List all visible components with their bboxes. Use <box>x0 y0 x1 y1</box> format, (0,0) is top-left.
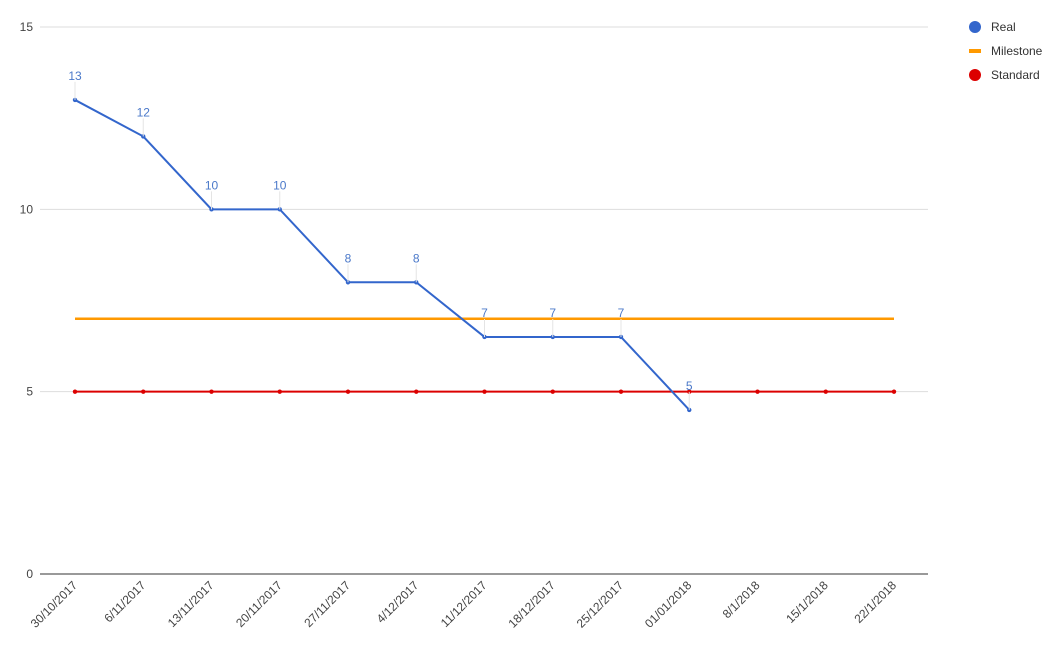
x-tick-label: 8/1/2018 <box>720 578 763 621</box>
data-point-standard <box>550 389 555 394</box>
data-label: 7 <box>618 306 625 320</box>
legend-label-real: Real <box>991 20 1016 34</box>
legend: Real Milestone Standard <box>969 20 1043 82</box>
data-label: 10 <box>273 178 287 192</box>
x-tick-label: 13/11/2017 <box>165 578 217 630</box>
data-label: 7 <box>549 306 556 320</box>
x-tick-label: 27/11/2017 <box>301 578 353 630</box>
legend-label-milestone: Milestone <box>991 44 1043 58</box>
data-point-standard <box>482 389 487 394</box>
data-point-standard <box>345 389 351 394</box>
data-point-standard <box>209 389 214 394</box>
data-point-standard <box>414 389 419 394</box>
y-tick-label: 15 <box>20 20 34 34</box>
legend-swatch-standard <box>969 69 981 81</box>
x-tick-label: 4/12/2017 <box>374 578 422 626</box>
y-tick-label: 0 <box>26 567 33 581</box>
data-label: 13 <box>68 69 82 83</box>
x-tick-label: 6/11/2017 <box>101 578 148 625</box>
x-tick-label: 18/12/2017 <box>506 578 559 631</box>
x-tick-label: 22/1/2018 <box>851 578 899 626</box>
legend-swatch-real <box>969 21 981 33</box>
x-tick-label: 15/1/2018 <box>783 578 831 626</box>
data-label: 12 <box>137 105 151 119</box>
data-point-standard <box>687 389 692 394</box>
data-label: 8 <box>413 251 420 265</box>
data-label: 5 <box>686 379 693 393</box>
data-point-standard <box>141 389 146 394</box>
y-tick-label: 10 <box>20 202 34 216</box>
data-label: 8 <box>345 251 352 265</box>
data-labels: 13 12 10 10 8 8 7 7 7 5 <box>68 69 693 410</box>
x-tick-label: 30/10/2017 <box>28 578 81 631</box>
x-tick-label: 25/12/2017 <box>574 578 627 631</box>
data-point-standard <box>755 389 760 394</box>
data-point-standard <box>618 389 624 394</box>
y-tick-label: 5 <box>26 385 33 399</box>
x-tick-label: 11/12/2017 <box>438 578 490 630</box>
series-line-real <box>74 99 690 411</box>
y-axis-ticks: 0 5 10 15 <box>20 20 34 581</box>
x-tick-label: 20/11/2017 <box>233 578 285 630</box>
series-layer <box>72 97 897 413</box>
x-axis-ticks: 30/10/2017 6/11/2017 13/11/2017 20/11/2017 2… <box>28 578 900 631</box>
data-label: 10 <box>205 178 219 192</box>
legend-label-standard: Standard <box>991 68 1040 82</box>
data-point-standard <box>823 389 828 394</box>
data-point-standard <box>72 389 78 394</box>
data-label: 7 <box>481 306 488 320</box>
data-point-standard <box>891 389 897 394</box>
data-point-standard <box>277 389 282 394</box>
legend-swatch-milestone <box>969 49 981 53</box>
x-tick-label: 01/01/2018 <box>642 578 695 631</box>
